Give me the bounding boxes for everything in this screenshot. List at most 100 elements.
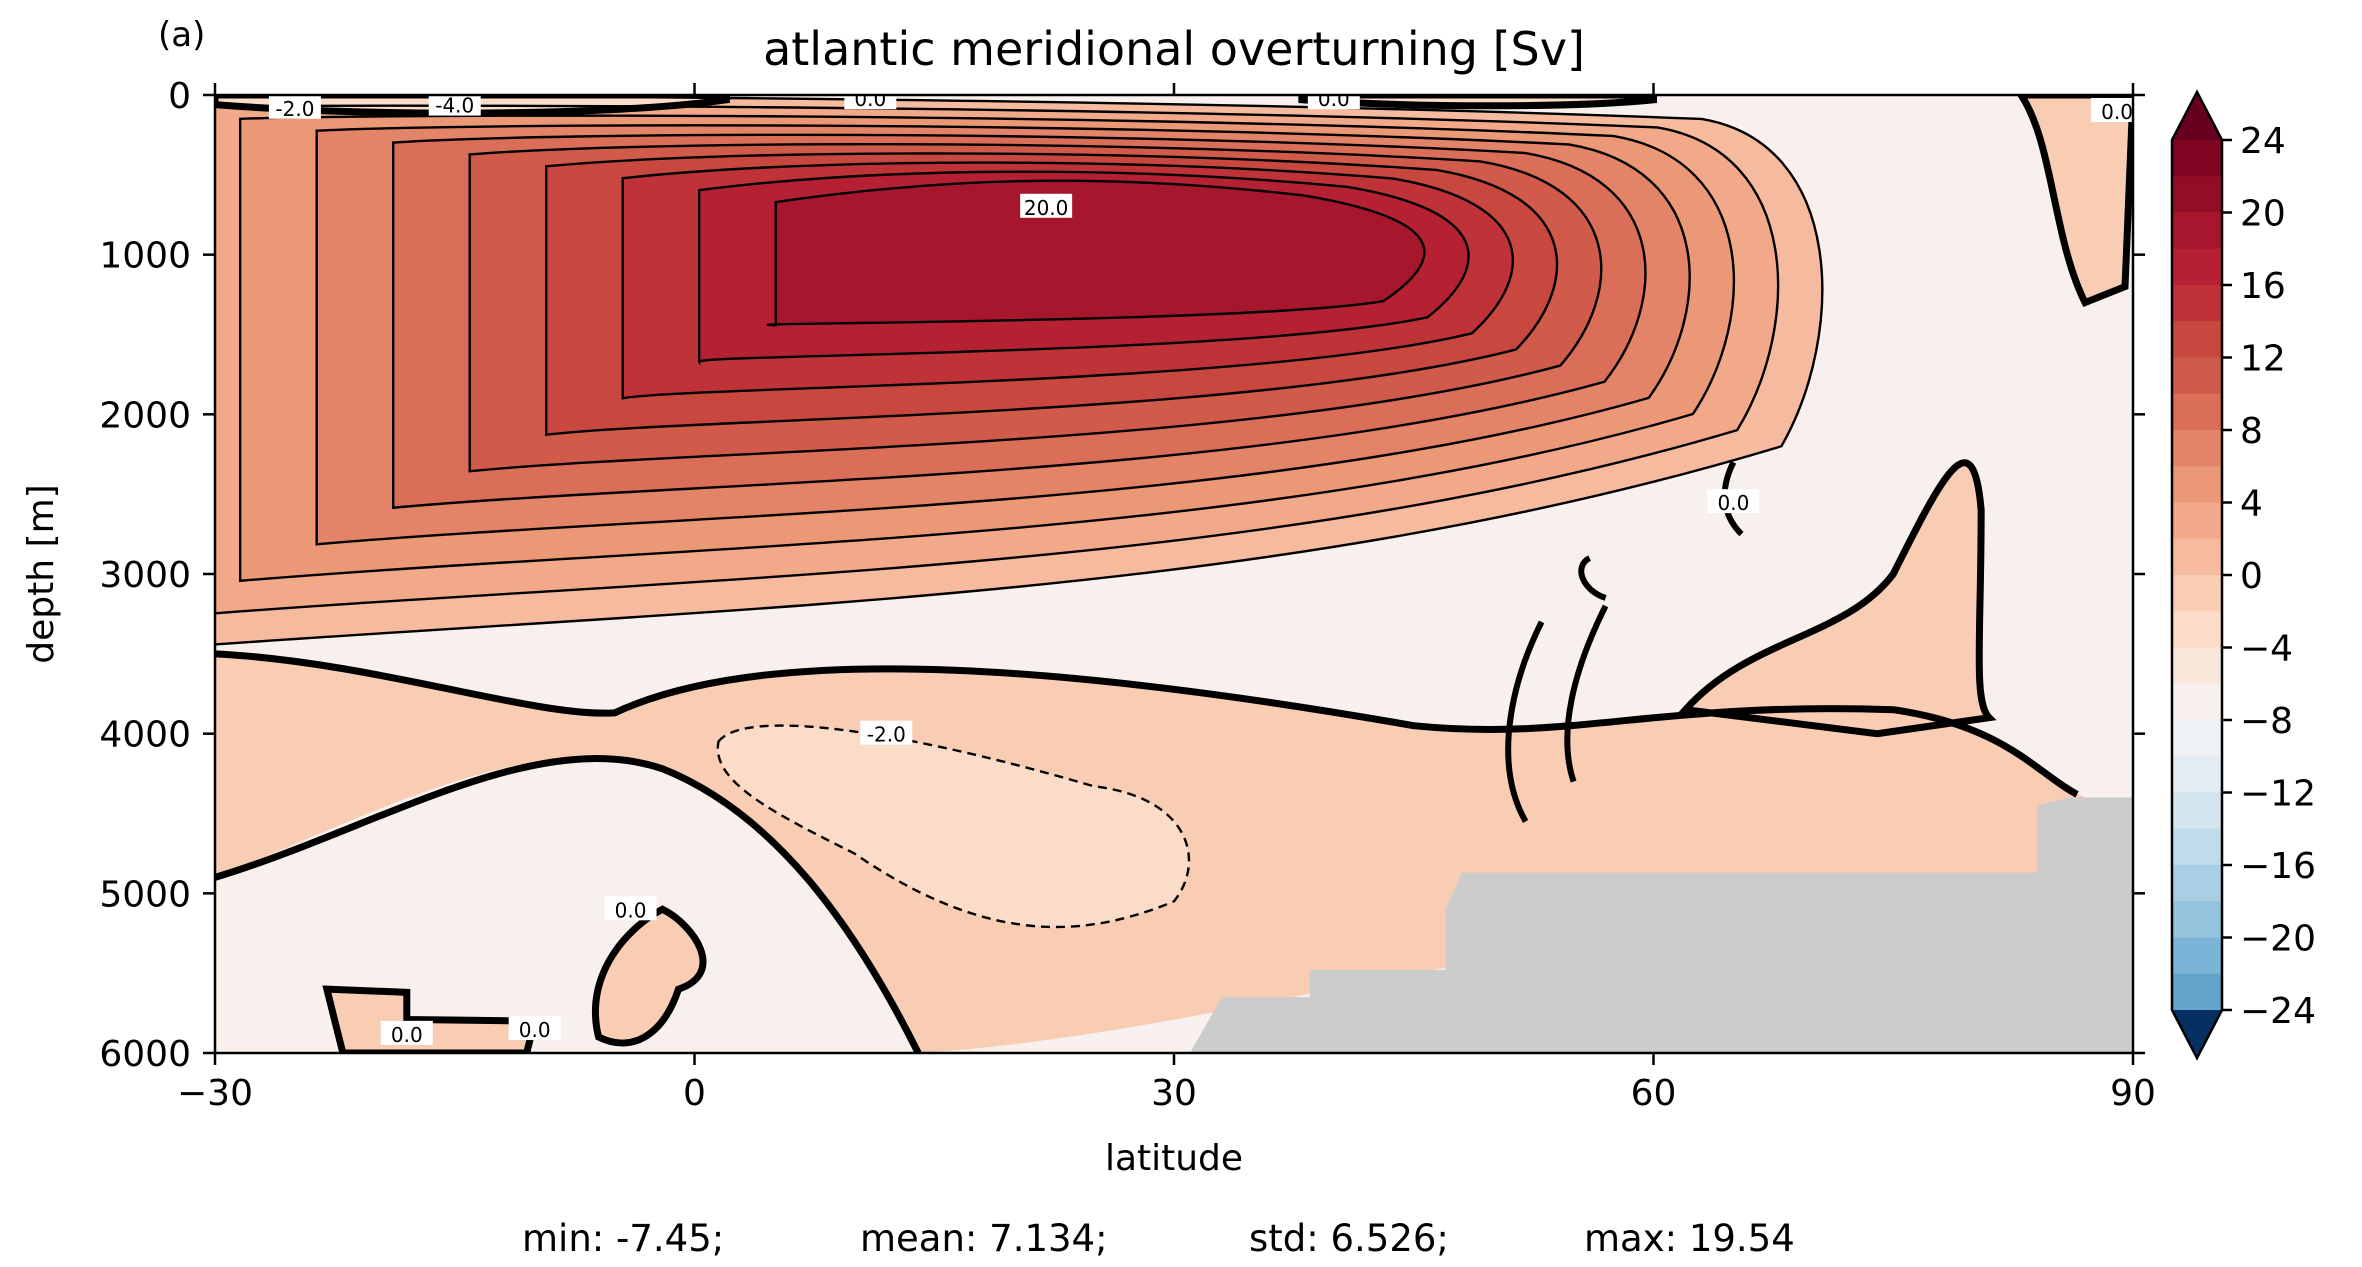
colorbar-swatch [2172, 647, 2222, 685]
contour-label-text: 0.0 [1718, 491, 1750, 515]
zero-contour [2016, 95, 2133, 308]
x-tick-label: 90 [2110, 1073, 2156, 1114]
stat-mean: mean: 7.134; [860, 1217, 1108, 1260]
colorbar-extend-bottom [2172, 1010, 2222, 1058]
contour-label-bg [2091, 97, 2133, 122]
colorbar-swatch [2172, 538, 2222, 576]
positive-contour [545, 152, 1559, 437]
colorbar-swatch [2172, 720, 2222, 757]
contour-label: 0.0 [844, 87, 897, 111]
colorbar-tick-label: 8 [2240, 411, 2263, 452]
contour-label-bg [860, 720, 913, 745]
contour-label: -4.0 [428, 94, 481, 118]
colorbar: 24 20 16 12 8 4 0 −4 −8 −12 −16 −20 −24 [2170, 89, 2316, 1061]
contour-label-text: 0.0 [519, 1018, 551, 1042]
colorbar-swatch [2172, 212, 2222, 250]
colorbar-tick-label: −20 [2240, 919, 2316, 960]
contour-label-text: -2.0 [867, 723, 906, 747]
contour-label-bg [508, 1016, 561, 1041]
colorbar-tick-label: 4 [2240, 484, 2263, 525]
contour-label: 0.0 [1707, 489, 1760, 515]
colorbar-swatch [2172, 176, 2222, 214]
colorbar-tick-label: −24 [2240, 991, 2316, 1032]
contour-label-text: 20.0 [1024, 196, 1069, 220]
contour-label-text: -4.0 [435, 94, 474, 118]
positive-contour [621, 161, 1514, 400]
contour-label: 0.0 [508, 1016, 561, 1042]
land-mask [1189, 797, 2133, 1053]
contour-label-bg [380, 1020, 433, 1045]
x-axis-label: latitude [1105, 1138, 1243, 1179]
x-axis: −30 0 30 60 90 [177, 83, 2156, 1114]
positive-contour [468, 142, 1603, 473]
colorbar-tick-label: 24 [2240, 121, 2286, 162]
contour-label-bg [268, 95, 321, 119]
contour-label-bg [1020, 193, 1073, 218]
colorbar-swatch [2172, 393, 2222, 431]
colorbar-extend-top [2172, 92, 2222, 140]
x-tick-label: 30 [1151, 1073, 1197, 1114]
colorbar-swatch [2172, 575, 2222, 612]
positive-contour [698, 170, 1470, 367]
chart-title: atlantic meridional overturning [Sv] [763, 22, 1585, 76]
colorbar-swatch [2172, 901, 2222, 939]
contour-label: 20.0 [1020, 193, 1073, 220]
panel-label: (a) [158, 15, 205, 55]
zero-contour [1564, 604, 1609, 783]
zero-contour [1578, 555, 1607, 601]
y-tick-label: 2000 [99, 395, 191, 436]
colorbar-tick-label: −8 [2240, 701, 2293, 742]
positive-contour [766, 179, 1426, 327]
colorbar-tick-label: 0 [2240, 556, 2263, 597]
colorbar-swatch [2172, 828, 2222, 866]
colorbar-swatch [2172, 502, 2222, 540]
zero-contour [215, 755, 922, 1053]
contour-label: -2.0 [268, 95, 321, 121]
colorbar-swatch [2172, 792, 2222, 830]
colorbar-tick-label: −12 [2240, 774, 2316, 815]
negative-band [2021, 95, 2133, 303]
colorbar-swatch [2172, 430, 2222, 467]
y-tick-label: 6000 [99, 1034, 191, 1075]
colorbar-swatch [2172, 357, 2222, 395]
colorbar-tick-label: −16 [2240, 846, 2316, 887]
zero-contour [215, 650, 2079, 798]
colorbar-swatch [2172, 248, 2222, 286]
colorbar-tick-label: 16 [2240, 266, 2286, 307]
contour-labels: -2.0 -4.0 0.0 20.0 0.0 0.0 0.0 -2.0 0.0 0.0 0.0 [268, 87, 2133, 1047]
contour-label-text: 0.0 [854, 87, 886, 111]
contour-label-text: 0.0 [1318, 87, 1350, 111]
negative-core-band [717, 725, 1189, 927]
x-tick-label: 0 [683, 1073, 706, 1114]
negative-band [1685, 462, 1990, 734]
contour-label-bg [428, 95, 481, 116]
contour-label-text: 0.0 [2101, 100, 2133, 124]
colorbar-swatch [2172, 973, 2222, 1011]
zero-contour [591, 905, 707, 1047]
y-tick-label: 1000 [99, 236, 191, 277]
colorbar-swatch [2172, 865, 2222, 902]
positive-contour [238, 114, 1735, 583]
positive-contour [391, 133, 1647, 510]
colorbar-tick-label: 12 [2240, 339, 2286, 380]
colorbar-tick-label: −4 [2240, 629, 2293, 670]
positive-band [767, 180, 1425, 326]
colorbar-swatch [2172, 285, 2222, 322]
y-axis: 0 1000 2000 3000 4000 5000 6000 [99, 76, 2145, 1075]
contour-label-bg [1307, 95, 1360, 110]
colorbar-swatch [2172, 140, 2222, 177]
contour-label: 0.0 [1307, 87, 1360, 111]
colorbar-swatch [2172, 937, 2222, 975]
y-tick-label: 0 [168, 76, 191, 117]
stat-std: std: 6.526; [1249, 1217, 1449, 1260]
colorbar-tick-label: 20 [2240, 194, 2286, 235]
y-tick-label: 4000 [99, 715, 191, 756]
contour-label: 0.0 [380, 1020, 433, 1047]
contour-label: 0.0 [2091, 97, 2133, 124]
stat-min: min: -7.45; [522, 1217, 724, 1260]
stat-max: max: 19.54 [1584, 1217, 1795, 1260]
contour-label-text: 0.0 [391, 1023, 423, 1047]
colorbar-swatch [2172, 611, 2222, 649]
colorbar-swatch [2172, 466, 2222, 504]
